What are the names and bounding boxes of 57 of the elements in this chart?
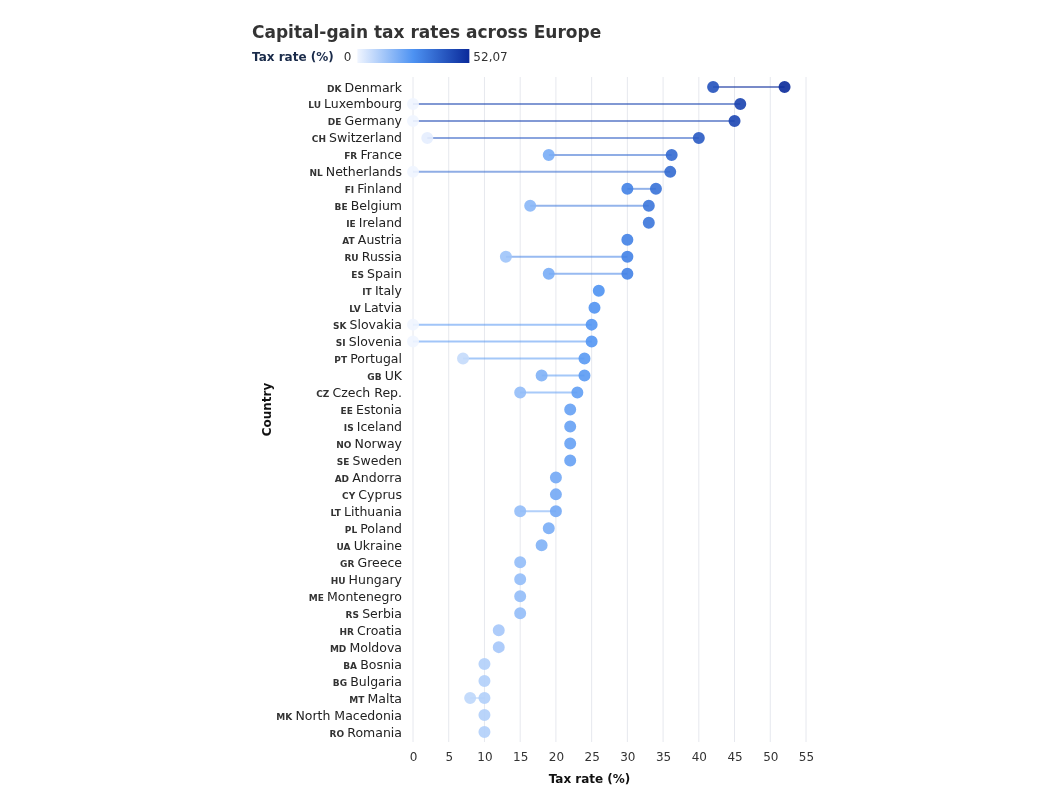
y-tick-label: GR Greece [340,554,403,570]
x-tick-label: 5 [445,749,454,764]
y-tick-label: NO Norway [336,435,403,451]
y-tick-label: CH Switzerland [311,130,402,146]
y-tick-label: IS Iceland [343,418,402,434]
y-tick-label: SI Slovenia [335,334,402,350]
y-tick-label: FR France [344,147,403,163]
y-tick-label: HU Hungary [330,571,403,587]
y-tick-label: SE Sweden [336,452,402,468]
y-tick-label: MK North Macedonia [276,707,402,723]
x-tick-label: 15 [513,749,529,764]
y-tick-label: DE Germany [327,113,403,129]
y-tick-label: HR Croatia [339,622,402,638]
y-tick-label: MD Moldova [329,639,402,655]
y-tick-label: CZ Czech Rep. [316,385,402,401]
x-axis-title: Tax rate (%) [548,772,631,786]
y-tick-label: RU Russia [344,249,402,265]
y-tick-label: BE Belgium [334,198,402,214]
y-tick-label: CY Cyprus [342,486,402,502]
x-tick-label: 0 [409,749,418,764]
y-tick-label: LV Latvia [349,300,402,316]
chart-title: Capital-gain tax rates across Europe [252,22,602,42]
y-tick-label: MT Malta [349,690,402,706]
y-tick-label: GB UK [367,368,403,384]
color-bar-title: Tax rate (%) [252,50,334,64]
y-tick-label: ME Montenegro [308,588,402,604]
y-tick-label: DK Denmark [326,79,403,95]
y-tick-label: AT Austria [342,232,402,248]
x-tick-label: 35 [655,749,672,764]
y-tick-label: EE Estonia [340,402,402,417]
y-tick-label: AD Andorra [334,469,402,485]
text: 52,07 [473,50,508,64]
x-tick-label: 40 [691,749,707,764]
y-tick-label: PL Poland [344,520,402,536]
y-tick-label: LT Lithuania [330,503,402,519]
y-tick-label: UA Ukraine [336,537,403,553]
y-tick-label: ES Spain [351,266,402,282]
x-tick-label: 55 [798,749,815,764]
x-tick-label: 45 [727,749,743,764]
y-tick-label: FI Finland [344,181,402,197]
y-tick-label: RS Serbia [345,605,402,621]
y-tick-label: BA Bosnia [343,656,402,672]
x-tick-label: 10 [477,749,493,764]
y-tick-label: IT Italy [362,283,403,299]
y-tick-label: PT Portugal [334,351,402,367]
text: 0 [343,50,352,64]
x-tick-label: 50 [763,749,779,764]
x-tick-label: 20 [548,749,565,764]
y-tick-label: LU Luxembourg [308,96,402,112]
y-tick-label: RO Romania [329,724,402,740]
y-tick-label: BG Bulgaria [332,673,402,689]
x-tick-label: 25 [584,749,600,764]
y-tick-label: SK Slovakia [332,317,402,333]
y-axis-title: Country [260,382,274,437]
y-tick-label: IE Ireland [346,215,402,231]
x-tick-label: 30 [620,749,636,764]
y-tick-label: NL Netherlands [309,164,402,180]
